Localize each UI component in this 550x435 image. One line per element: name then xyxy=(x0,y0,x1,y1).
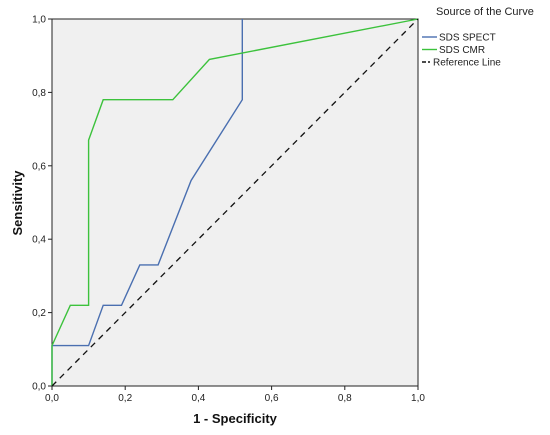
x-tick-label: 0,2 xyxy=(118,393,132,404)
legend-label-2: Reference Line xyxy=(433,58,501,69)
x-axis-title: 1 - Specificity xyxy=(193,411,278,426)
legend-title: Source of the Curve xyxy=(436,6,534,18)
y-tick-label: 0,6 xyxy=(32,161,46,172)
y-tick-label: 0,8 xyxy=(32,88,46,99)
x-tick-label: 0,8 xyxy=(338,393,352,404)
series-line-0 xyxy=(51,19,244,386)
y-tick-label: 1,0 xyxy=(32,15,46,26)
x-tick-label: 0,0 xyxy=(45,393,59,404)
series-layer xyxy=(51,18,419,387)
x-tick-label: 0,4 xyxy=(191,393,205,404)
y-tick-label: 0,4 xyxy=(32,235,46,246)
y-tick-label: 0,0 xyxy=(32,382,46,393)
series-line-2 xyxy=(51,18,419,387)
y-axis-title: Sensitivity xyxy=(10,170,25,236)
legend-label-1: SDS CMR xyxy=(439,45,485,56)
axis-ticks: 0,0 0,2 0,4 0,6 0,8 1,0 0,0 0,2 0,4 0,6 0,8 1,0 xyxy=(32,15,425,405)
y-tick-label: 0,2 xyxy=(32,308,46,319)
x-tick-label: 1,0 xyxy=(411,393,425,404)
x-tick-label: 0,6 xyxy=(265,393,279,404)
series-line-1 xyxy=(51,18,419,386)
legend-label-0: SDS SPECT xyxy=(439,33,496,44)
